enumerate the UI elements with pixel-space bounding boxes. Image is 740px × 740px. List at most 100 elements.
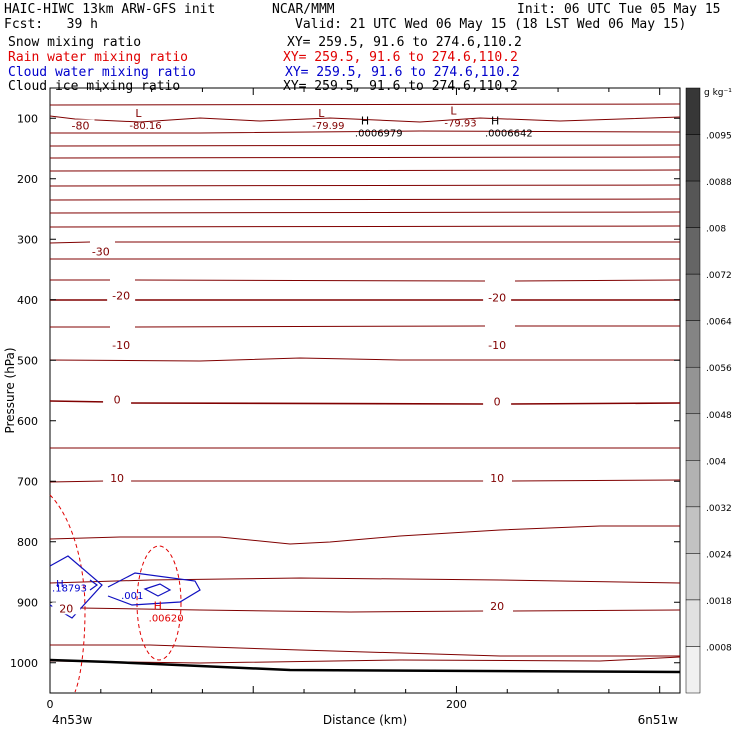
temperature-label: -20 [488, 291, 506, 304]
colorbar-swatch [685, 599, 701, 647]
field-snow-name: Snow mixing ratio [8, 35, 142, 50]
left-end-label: 4n53w [52, 713, 93, 727]
label-backing [483, 339, 512, 352]
contour-line [49, 184, 681, 187]
label-backing [107, 339, 136, 352]
extremum-symbol: L [450, 105, 457, 118]
colorbar-label: .0088 [706, 178, 732, 188]
extremum-value: -80.16 [129, 121, 161, 132]
plot-title: HAIC-HIWC 13km ARW-GFS init [4, 2, 216, 17]
contour-line [79, 607, 681, 613]
extremum-value: .0006979 [355, 128, 403, 139]
plot-frame [49, 87, 681, 694]
contour-line [50, 644, 680, 657]
valid-time: Valid: 21 UTC Wed 06 May 15 (18 LST Wed … [295, 17, 687, 32]
y-tick-label: 1000 [10, 657, 38, 670]
organization-label: NCAR/MMM [272, 2, 335, 17]
field-cloudice-xy: XY= 259.5, 91.6 to 274.6,110.2 [283, 79, 518, 94]
y-tick-label: 100 [17, 112, 38, 125]
cloudwater-label: H [56, 579, 64, 590]
cloudwater-contour [89, 579, 99, 591]
colorbar-swatch [685, 180, 701, 228]
rain-contours [49, 494, 182, 693]
colorbar-label: .0018 [706, 597, 732, 607]
colorbar-swatch [685, 227, 701, 275]
y-tick-label: 700 [17, 475, 38, 488]
temperature-label: 10 [490, 472, 504, 485]
cloudwater-contour [143, 583, 172, 597]
label-backing [103, 393, 132, 406]
temperature-label: 0 [494, 395, 501, 408]
temperature-label: -20 [112, 290, 130, 303]
contour-line [49, 400, 681, 405]
y-tick-label: 300 [17, 233, 38, 246]
colorbar: .0095 .0088 .008 .0072 .0064 .0056 .0048 .004 .0… [685, 87, 732, 694]
colorbar-label: .0032 [706, 504, 732, 514]
label-backing [52, 602, 81, 615]
colorbar-label: .0008 [706, 643, 732, 653]
contour-line [49, 103, 681, 106]
field-cloudwater-name: Cloud water mixing ratio [8, 65, 196, 80]
temperature-label: -30 [92, 245, 110, 258]
cloudwater-contour [107, 572, 201, 606]
extremum-value: .0006642 [485, 128, 533, 139]
colorbar-swatch [685, 646, 701, 694]
rain-extremum-symbol: H [154, 600, 162, 613]
temperature-label: -10 [488, 339, 506, 352]
extremum-symbol: L [135, 107, 142, 120]
rain-extremum-value: .00620 [149, 614, 184, 625]
colorbar-swatch [685, 320, 701, 368]
label-backing [483, 472, 512, 485]
field-cloudwater-xy: XY= 259.5, 91.6 to 274.6,110.2 [285, 65, 520, 80]
contour-line [49, 525, 680, 545]
colorbar-label: .004 [706, 457, 726, 467]
contour-line [50, 279, 681, 282]
label-backing [86, 245, 115, 258]
colorbar-swatch [685, 413, 701, 461]
forecast-hour: Fcst: 39 h [4, 17, 98, 32]
colorbar-swatch [685, 273, 701, 321]
temperature-label: 0 [114, 394, 121, 407]
terrain-line [49, 658, 681, 674]
y-axis-label: Pressure (hPa) [3, 347, 17, 433]
cloudwater-label: .18793 [52, 583, 87, 594]
colorbar-label: .0048 [706, 411, 732, 421]
contour-line [49, 198, 681, 201]
colorbar-label: .0095 [706, 132, 732, 142]
rain-contour [136, 545, 182, 661]
label-backing [483, 599, 512, 612]
contour-line [50, 130, 681, 134]
temperature-contours [49, 103, 681, 664]
label-backing [483, 291, 512, 304]
colorbar-label: .008 [706, 225, 726, 235]
extremum-symbol: L [318, 107, 325, 120]
colorbar-swatch [685, 87, 701, 135]
extremum-symbol: H [491, 114, 499, 127]
contour-line [49, 479, 681, 483]
contour-line [49, 156, 681, 159]
label-backing [103, 472, 132, 485]
contour-line [50, 325, 680, 328]
temperature-label: -10 [112, 339, 130, 352]
x-axis-label: Distance (km) [323, 713, 407, 727]
y-tick-label: 900 [17, 596, 38, 609]
colorbar-swatch [685, 553, 701, 601]
contour-line [49, 169, 681, 172]
field-rain-xy: XY= 259.5, 91.6 to 274.6,110.2 [283, 50, 518, 65]
temperature-label: 20 [59, 602, 73, 615]
x-tick-label: 0 [47, 698, 54, 711]
contour-line [49, 144, 681, 147]
colorbar-label: .0072 [706, 271, 732, 281]
contour-line [49, 357, 680, 362]
y-tick-label: 800 [17, 536, 38, 549]
label-backing [66, 119, 95, 132]
init-time: Init: 06 UTC Tue 05 May 15 [517, 2, 721, 17]
label-backing [107, 289, 136, 302]
colorbar-swatch [685, 366, 701, 415]
label-backing [483, 395, 512, 408]
contour-line [49, 241, 680, 244]
colorbar-swatch [685, 506, 701, 554]
contour-line [49, 115, 681, 123]
